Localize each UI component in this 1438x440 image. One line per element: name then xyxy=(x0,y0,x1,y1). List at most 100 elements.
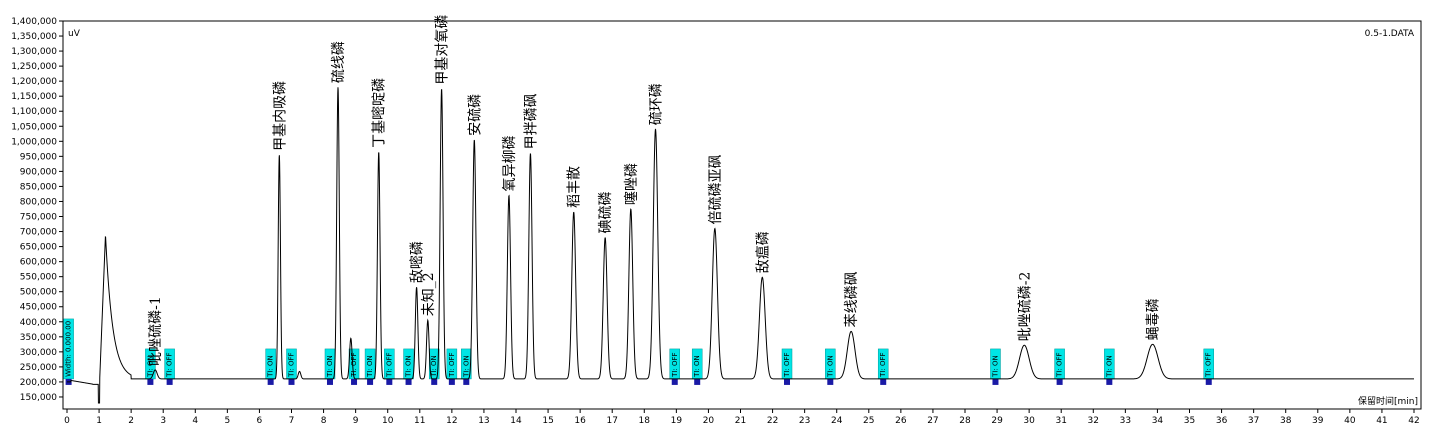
y-unit-label: uV xyxy=(68,29,81,39)
peak-label: 硫环磷 xyxy=(649,83,665,125)
event-marker xyxy=(463,378,470,385)
y-tick-label: 1,400,000 xyxy=(11,17,57,27)
event-marker xyxy=(367,378,374,385)
event-marker xyxy=(992,378,999,385)
y-tick-label: 400,000 xyxy=(20,318,57,328)
event-label: TI: OFF xyxy=(783,352,791,378)
x-tick-label: 32 xyxy=(1088,416,1099,426)
event-label: TI: OFF xyxy=(1205,352,1213,378)
x-tick-label: 30 xyxy=(1023,416,1035,426)
event-label: TI: OFF xyxy=(385,352,393,378)
y-tick-label: 450,000 xyxy=(20,303,57,313)
event-label: TI: OFF xyxy=(166,352,174,378)
x-tick-label: 34 xyxy=(1152,416,1164,426)
event-label: TI: ON xyxy=(991,355,999,378)
y-tick-label: 1,250,000 xyxy=(11,62,57,72)
x-tick-label: 38 xyxy=(1280,416,1292,426)
event-marker xyxy=(1106,378,1113,385)
x-tick-label: 39 xyxy=(1312,416,1324,426)
x-tick-label: 6 xyxy=(257,416,263,426)
x-tick-label: 12 xyxy=(446,416,457,426)
event-label: TI: ON xyxy=(430,355,438,378)
event-marker xyxy=(288,378,295,385)
y-tick-label: 1,200,000 xyxy=(11,77,57,87)
y-tick-label: 850,000 xyxy=(20,182,57,192)
x-tick-label: 40 xyxy=(1344,416,1356,426)
event-marker xyxy=(147,378,154,385)
x-tick-label: 31 xyxy=(1055,416,1066,426)
event-marker xyxy=(880,378,887,385)
x-tick-label: 28 xyxy=(959,416,971,426)
peak-label: 噻唑磷 xyxy=(623,163,640,205)
x-tick-label: 24 xyxy=(831,416,843,426)
y-tick-label: 700,000 xyxy=(20,228,57,238)
chromatogram-trace xyxy=(67,87,1414,404)
event-marker xyxy=(431,378,438,385)
x-tick-label: 15 xyxy=(542,416,553,426)
y-tick-label: 750,000 xyxy=(20,213,57,223)
x-tick-label: 27 xyxy=(927,416,938,426)
event-marker xyxy=(784,378,791,385)
peak-label: 吡唑硫磷-2 xyxy=(1017,272,1033,342)
plot-frame xyxy=(62,20,1422,410)
x-tick-label: 33 xyxy=(1120,416,1131,426)
y-tick-label: 1,300,000 xyxy=(11,47,57,57)
x-axis: 0 1 2 3 4 5 6 7 8 9 10 11 12 13 14 15 16 17 18 19 20 21 22 23 24… xyxy=(64,409,1420,426)
y-tick-label: 350,000 xyxy=(20,333,57,343)
event-marker xyxy=(671,378,678,385)
peak-label: 氧异柳磷 xyxy=(501,135,518,191)
y-tick-label: 600,000 xyxy=(20,258,57,268)
x-tick-label: 5 xyxy=(224,416,230,426)
event-label: TI: OFF xyxy=(671,352,679,378)
y-tick-label: 1,150,000 xyxy=(11,92,57,102)
event-marker xyxy=(326,378,333,385)
x-tick-label: 23 xyxy=(799,416,810,426)
peak-label: 甲基对氧磷 xyxy=(434,15,451,85)
event-marker xyxy=(1205,378,1212,385)
peak-label: 安硫磷 xyxy=(467,94,483,136)
event-label: TI: ON xyxy=(146,355,154,378)
x-tick-label: 0 xyxy=(64,416,70,426)
y-tick-label: 1,100,000 xyxy=(11,107,57,117)
event-label: TI: ON xyxy=(326,355,334,378)
y-tick-label: 500,000 xyxy=(20,288,57,298)
y-tick-label: 900,000 xyxy=(20,167,57,177)
x-tick-label: 9 xyxy=(353,416,359,426)
y-tick-label: 1,050,000 xyxy=(11,122,57,132)
x-tick-label: 17 xyxy=(606,416,617,426)
x-tick-label: 13 xyxy=(478,416,489,426)
file-label: 0.5-1.DATA xyxy=(1365,29,1415,39)
event-label: TI: ON xyxy=(1105,355,1113,378)
event-label: TI: OFF xyxy=(350,352,358,378)
x-tick-label: 41 xyxy=(1376,416,1387,426)
x-tick-label: 7 xyxy=(289,416,295,426)
event-marker xyxy=(386,378,393,385)
event-label: TI: OFF xyxy=(288,352,296,378)
x-tick-label: 35 xyxy=(1184,416,1195,426)
event-label: TI: OFF xyxy=(448,352,456,378)
x-tick-label: 26 xyxy=(895,416,907,426)
event-marker xyxy=(351,378,358,385)
x-axis-title: 保留时间[min] xyxy=(1358,395,1418,407)
peak-label: 甲基内吸磷 xyxy=(271,81,288,151)
x-tick-label: 4 xyxy=(192,416,198,426)
event-label: Width: 0.000.00 xyxy=(65,321,73,377)
event-marker xyxy=(166,378,173,385)
event-label: TI: OFF xyxy=(1056,352,1064,378)
peak-label: 蝇毒磷 xyxy=(1146,298,1162,340)
event-marker xyxy=(1056,378,1063,385)
peak-label: 未知_2 xyxy=(420,272,437,316)
x-tick-label: 11 xyxy=(414,416,425,426)
y-tick-label: 550,000 xyxy=(20,273,57,283)
event-marker xyxy=(448,378,455,385)
x-tick-label: 8 xyxy=(321,416,327,426)
peak-label: 硫线磷 xyxy=(331,41,347,83)
x-tick-label: 16 xyxy=(574,416,586,426)
x-tick-label: 1 xyxy=(96,416,102,426)
y-tick-label: 650,000 xyxy=(20,243,57,253)
x-tick-label: 19 xyxy=(671,416,683,426)
peak-label: 碘硫磷 xyxy=(598,192,614,234)
